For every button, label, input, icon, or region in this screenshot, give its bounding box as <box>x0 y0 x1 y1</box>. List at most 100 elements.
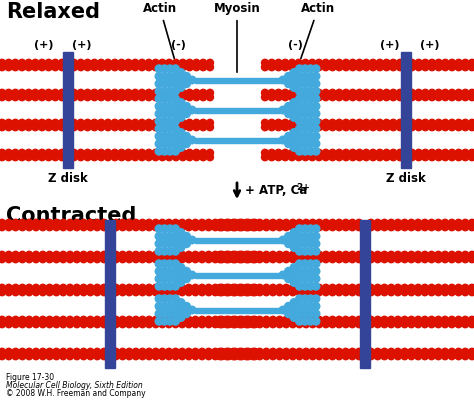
Circle shape <box>193 154 200 161</box>
Circle shape <box>289 284 296 291</box>
Circle shape <box>455 94 462 101</box>
Circle shape <box>118 64 125 71</box>
Circle shape <box>356 353 363 360</box>
Circle shape <box>182 275 190 283</box>
Circle shape <box>336 149 343 156</box>
Circle shape <box>94 256 100 262</box>
Circle shape <box>179 256 186 262</box>
Circle shape <box>349 348 356 355</box>
Circle shape <box>276 219 283 226</box>
Circle shape <box>177 136 185 144</box>
Circle shape <box>289 353 296 360</box>
Circle shape <box>428 59 436 66</box>
Circle shape <box>152 89 159 96</box>
Circle shape <box>289 256 296 262</box>
Circle shape <box>256 224 263 231</box>
Circle shape <box>356 94 363 101</box>
Circle shape <box>212 284 219 291</box>
Circle shape <box>32 59 39 66</box>
Circle shape <box>428 154 436 161</box>
Circle shape <box>46 321 53 328</box>
Circle shape <box>45 94 52 101</box>
Circle shape <box>188 76 196 84</box>
Circle shape <box>205 256 212 262</box>
Circle shape <box>356 348 363 355</box>
Circle shape <box>316 289 323 296</box>
Circle shape <box>12 124 19 131</box>
Circle shape <box>275 59 282 66</box>
Circle shape <box>343 124 349 131</box>
Circle shape <box>179 321 186 328</box>
Circle shape <box>316 154 322 161</box>
Circle shape <box>200 64 207 71</box>
Circle shape <box>205 284 212 291</box>
Circle shape <box>285 132 292 140</box>
Circle shape <box>53 348 60 355</box>
Circle shape <box>322 284 329 291</box>
Circle shape <box>132 59 139 66</box>
Circle shape <box>388 321 395 328</box>
Circle shape <box>159 59 166 66</box>
Circle shape <box>172 310 179 318</box>
Circle shape <box>269 316 276 323</box>
Circle shape <box>468 64 474 71</box>
Circle shape <box>25 89 32 96</box>
Circle shape <box>126 284 133 291</box>
Circle shape <box>316 124 322 131</box>
Circle shape <box>468 59 474 66</box>
Circle shape <box>262 124 268 131</box>
Circle shape <box>309 154 316 161</box>
Circle shape <box>301 140 309 147</box>
Circle shape <box>0 124 6 131</box>
Circle shape <box>138 154 146 161</box>
Circle shape <box>94 348 100 355</box>
Circle shape <box>455 348 462 355</box>
Circle shape <box>161 282 168 290</box>
Circle shape <box>52 64 59 71</box>
Circle shape <box>295 94 302 101</box>
Circle shape <box>415 94 422 101</box>
Circle shape <box>200 119 207 126</box>
Circle shape <box>245 289 252 296</box>
Circle shape <box>98 124 105 131</box>
Circle shape <box>26 224 33 231</box>
Circle shape <box>39 224 46 231</box>
Circle shape <box>100 219 108 226</box>
Circle shape <box>223 353 230 360</box>
Circle shape <box>230 289 237 296</box>
Circle shape <box>296 132 303 140</box>
Circle shape <box>349 224 356 231</box>
Circle shape <box>290 244 298 251</box>
Circle shape <box>367 284 374 291</box>
Circle shape <box>462 59 469 66</box>
Circle shape <box>316 256 323 262</box>
Text: Myosin: Myosin <box>214 2 260 72</box>
Circle shape <box>468 224 474 231</box>
Circle shape <box>146 251 153 258</box>
Circle shape <box>388 224 395 231</box>
Circle shape <box>275 124 282 131</box>
Circle shape <box>26 321 33 328</box>
Text: Contracted: Contracted <box>6 206 137 226</box>
Circle shape <box>179 353 186 360</box>
Circle shape <box>219 321 226 328</box>
Circle shape <box>132 289 139 296</box>
Circle shape <box>172 95 179 102</box>
Circle shape <box>322 353 329 360</box>
Circle shape <box>138 124 146 131</box>
Circle shape <box>296 282 303 290</box>
Circle shape <box>152 289 159 296</box>
Circle shape <box>179 89 186 96</box>
Circle shape <box>409 94 416 101</box>
Circle shape <box>0 224 6 231</box>
Circle shape <box>155 72 163 80</box>
Circle shape <box>263 256 270 262</box>
Circle shape <box>442 124 449 131</box>
Circle shape <box>5 154 12 161</box>
Circle shape <box>139 348 146 355</box>
Circle shape <box>192 353 199 360</box>
Circle shape <box>146 289 153 296</box>
Circle shape <box>173 59 180 66</box>
Circle shape <box>177 314 185 321</box>
Circle shape <box>302 224 310 231</box>
